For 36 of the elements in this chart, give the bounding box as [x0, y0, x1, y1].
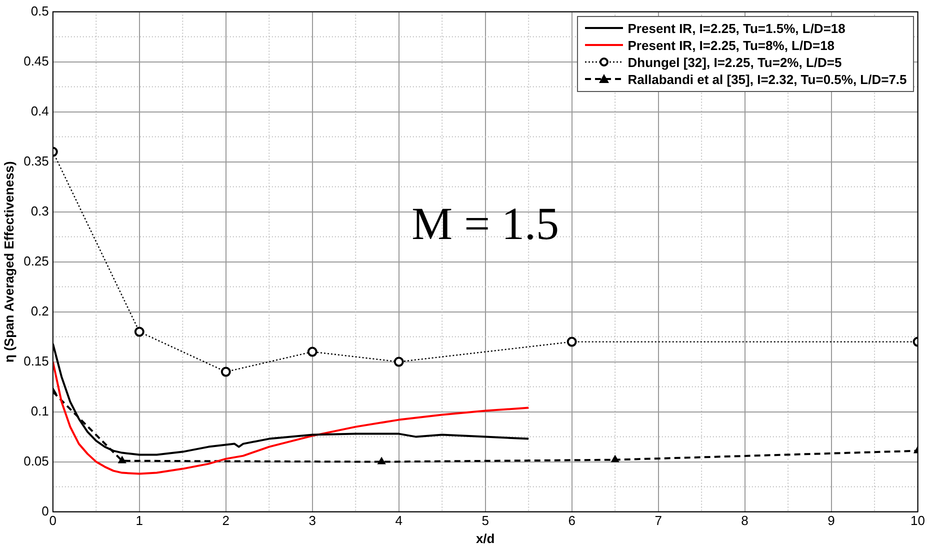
x-tick-label: 2	[222, 513, 230, 528]
y-tick-label: 0.5	[30, 3, 49, 18]
y-tick-label: 0.45	[24, 53, 49, 68]
point	[118, 456, 126, 464]
y-tick-label: 0.15	[24, 353, 49, 368]
point	[566, 336, 577, 347]
x-tick-label: 1	[136, 513, 144, 528]
y-tick-label: 0.4	[30, 103, 49, 118]
y-tick-label: 0	[42, 503, 49, 518]
legend-label: Present IR, I=2.25, Tu=8%, L/D=18	[628, 36, 835, 54]
x-tick-label: 10	[910, 513, 926, 528]
x-tick-label: 5	[482, 513, 489, 528]
x-tick-label: 6	[568, 513, 576, 528]
x-tick-label: 3	[308, 513, 316, 528]
y-tick-label: 0.25	[24, 253, 49, 268]
x-tick-label: 9	[828, 513, 835, 528]
point	[394, 356, 404, 367]
x-axis-title: x/d	[476, 530, 495, 546]
x-tick-label: 4	[395, 513, 402, 528]
y-axis-title: η (Span Averaged Effectiveness)	[1, 161, 16, 362]
point	[307, 346, 318, 357]
point	[611, 455, 620, 462]
legend-label: Present IR, I=2.25, Tu=1.5%, L/D=18	[628, 20, 846, 37]
y-tick-label: 0.1	[30, 403, 49, 418]
y-tick-label: 0.3	[30, 203, 49, 218]
annotation: M = 1.5	[412, 198, 560, 249]
point	[134, 326, 144, 337]
legend-label: Rallabandi et al [35], I=2.32, Tu=0.5%, L/D=7.5	[628, 70, 907, 88]
x-tick-label: 7	[654, 513, 662, 528]
x-tick-label: 8	[741, 513, 748, 528]
legend-label: Dhungel [32], I=2.25, Tu=2%, L/D=5	[628, 54, 842, 71]
y-tick-label: 0.05	[24, 453, 49, 468]
point	[220, 366, 231, 377]
y-tick-label: 0.2	[30, 303, 49, 318]
point	[378, 457, 386, 464]
y-tick-label: 0.35	[24, 153, 49, 168]
